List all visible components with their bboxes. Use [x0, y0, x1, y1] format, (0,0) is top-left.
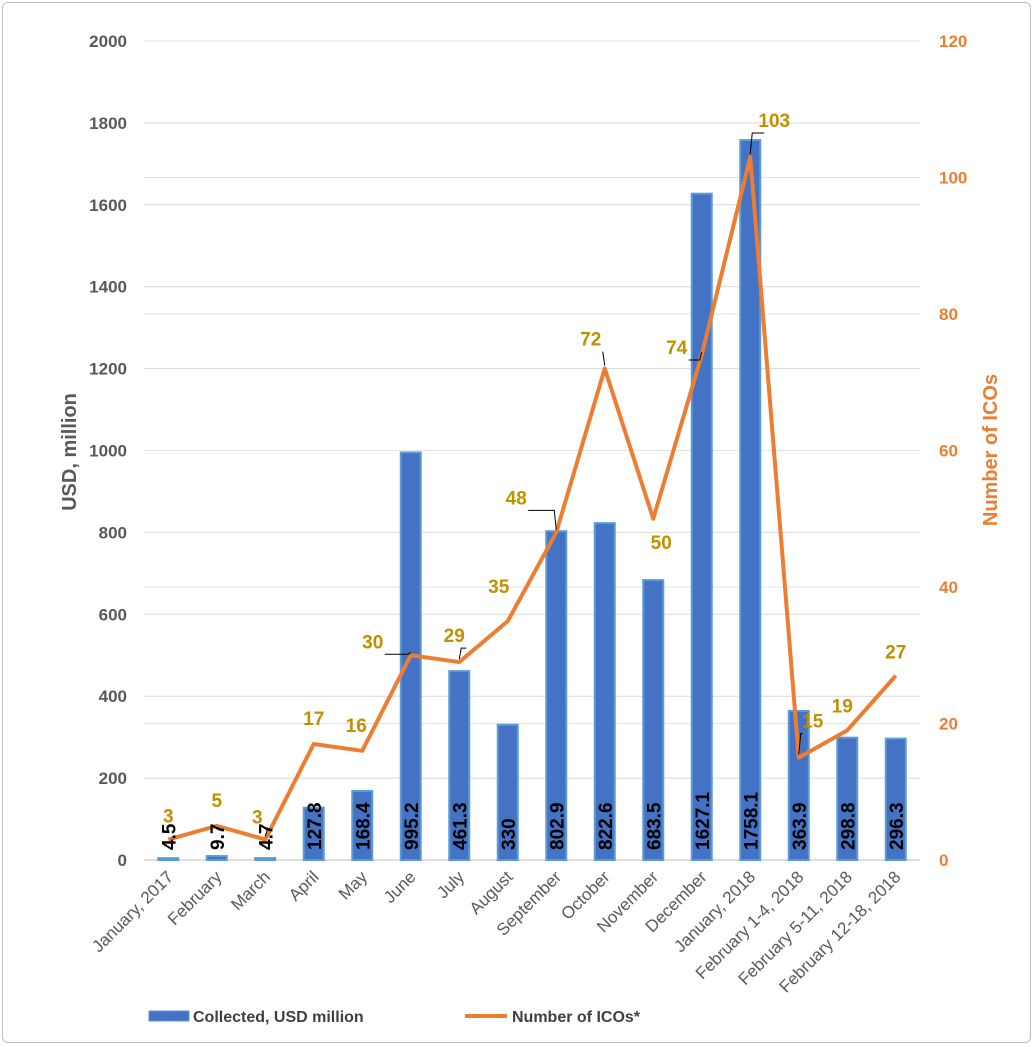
line-value-label: 15 — [802, 712, 824, 733]
label-leader — [602, 351, 606, 366]
bar — [739, 139, 762, 861]
x-tick-label: April — [285, 867, 322, 904]
line-value-label: 72 — [580, 330, 601, 351]
bar — [642, 579, 665, 861]
y2-tick-label: 20 — [939, 715, 958, 734]
gridlines — [144, 40, 920, 861]
x-tick-label: March — [227, 867, 274, 914]
line-value-label: 30 — [362, 632, 383, 653]
line-value-label: 103 — [758, 111, 790, 132]
bar-value-label: 9.7 — [208, 824, 229, 850]
line-value-label: 74 — [666, 338, 688, 359]
bar-value-label: 298.8 — [838, 802, 859, 850]
y-tick-label: 1200 — [89, 360, 127, 379]
y2-tick-label: 120 — [939, 32, 967, 51]
x-tick-label: June — [380, 867, 420, 907]
y2-tick-label: 100 — [939, 169, 967, 188]
line-series — [167, 155, 898, 842]
bar-value-label: 822.6 — [596, 802, 617, 850]
x-tick-label: January, 2017 — [88, 867, 177, 956]
y-tick-label: 800 — [99, 523, 127, 542]
y-tick-label: 1000 — [89, 442, 127, 461]
bar — [254, 857, 277, 862]
label-leader-lines — [264, 132, 803, 837]
label-leader — [458, 647, 467, 660]
y2-tick-label: 80 — [939, 305, 958, 324]
bar — [884, 737, 907, 862]
bar — [302, 806, 325, 861]
label-leader — [264, 829, 270, 837]
ico-count-line — [167, 155, 898, 842]
y-tick-label: 400 — [99, 687, 127, 706]
bar-value-label: 330 — [499, 818, 520, 850]
label-leader — [528, 509, 557, 530]
y2-tick-label: 60 — [939, 442, 958, 461]
line-value-label: 29 — [444, 626, 465, 647]
label-leader — [798, 733, 803, 755]
label-leader — [749, 132, 765, 155]
bar — [157, 857, 180, 861]
bar-value-label: 995.2 — [402, 802, 423, 850]
y-axis-title: USD, million — [59, 393, 81, 511]
legend: Collected, USD million Number of ICOs* — [148, 1009, 641, 1026]
line-value-label: 16 — [346, 716, 367, 737]
bar-value-label: 127.8 — [305, 802, 326, 850]
legend-bar-swatch — [148, 1010, 190, 1022]
bar-value-label: 683.5 — [644, 802, 665, 850]
y2-axis-title: Number of ICOs — [980, 374, 1002, 526]
bar-value-label: 168.4 — [353, 802, 374, 850]
bar-value-label: 1758.1 — [741, 791, 762, 850]
y-tick-label: 1800 — [89, 114, 127, 133]
y-tick-label: 2000 — [89, 32, 127, 51]
bar-value-label: 802.9 — [547, 802, 568, 850]
bar-value-label: 363.9 — [790, 802, 811, 850]
bar — [351, 790, 374, 862]
bar — [448, 670, 471, 861]
bar — [787, 709, 810, 862]
label-leader — [688, 351, 703, 361]
y-tick-label: 1400 — [89, 278, 127, 297]
line-value-label: 50 — [651, 533, 672, 554]
bar-value-label: 296.3 — [887, 802, 908, 850]
x-tick-label: July — [433, 867, 468, 902]
bar-value-label: 1627.1 — [693, 791, 714, 850]
line-value-label: 35 — [488, 577, 510, 598]
y-tick-label: 0 — [118, 851, 127, 870]
data-labels: 4.5 9.7 4.7 127.8 168.4 995.2 461.3 330 802.9 822… — [159, 111, 908, 850]
bar — [205, 855, 228, 861]
line-value-label: 48 — [506, 488, 527, 509]
y-tick-label: 1600 — [89, 196, 127, 215]
x-tick-label: May — [335, 867, 371, 903]
legend-line-label: Number of ICOs* — [512, 1009, 641, 1026]
line-value-label: 3 — [252, 808, 263, 829]
label-leader — [384, 651, 412, 655]
line-value-label: 17 — [303, 709, 324, 730]
y-tick-label: 600 — [99, 605, 127, 624]
bar — [690, 192, 713, 861]
line-value-label: 19 — [832, 696, 853, 717]
bar — [496, 723, 519, 861]
line-value-label: 3 — [163, 807, 174, 828]
y2-tick-label: 40 — [939, 578, 958, 597]
bar-value-label: 4.5 — [159, 823, 180, 850]
bar-value-label: 4.7 — [256, 824, 277, 850]
bar — [836, 736, 859, 862]
bar-value-label: 461.3 — [450, 802, 471, 850]
line-value-label: 5 — [211, 791, 222, 812]
bar-series — [157, 139, 907, 862]
legend-bar-label: Collected, USD million — [193, 1009, 364, 1026]
bar — [593, 522, 616, 862]
y2-tick-label: 0 — [939, 851, 948, 870]
y-tick-label: 200 — [99, 769, 127, 788]
x-tick-label: February — [164, 867, 226, 929]
line-value-label: 27 — [885, 643, 906, 664]
axes: USD, million Number of ICOs 020040060080… — [59, 32, 1002, 996]
